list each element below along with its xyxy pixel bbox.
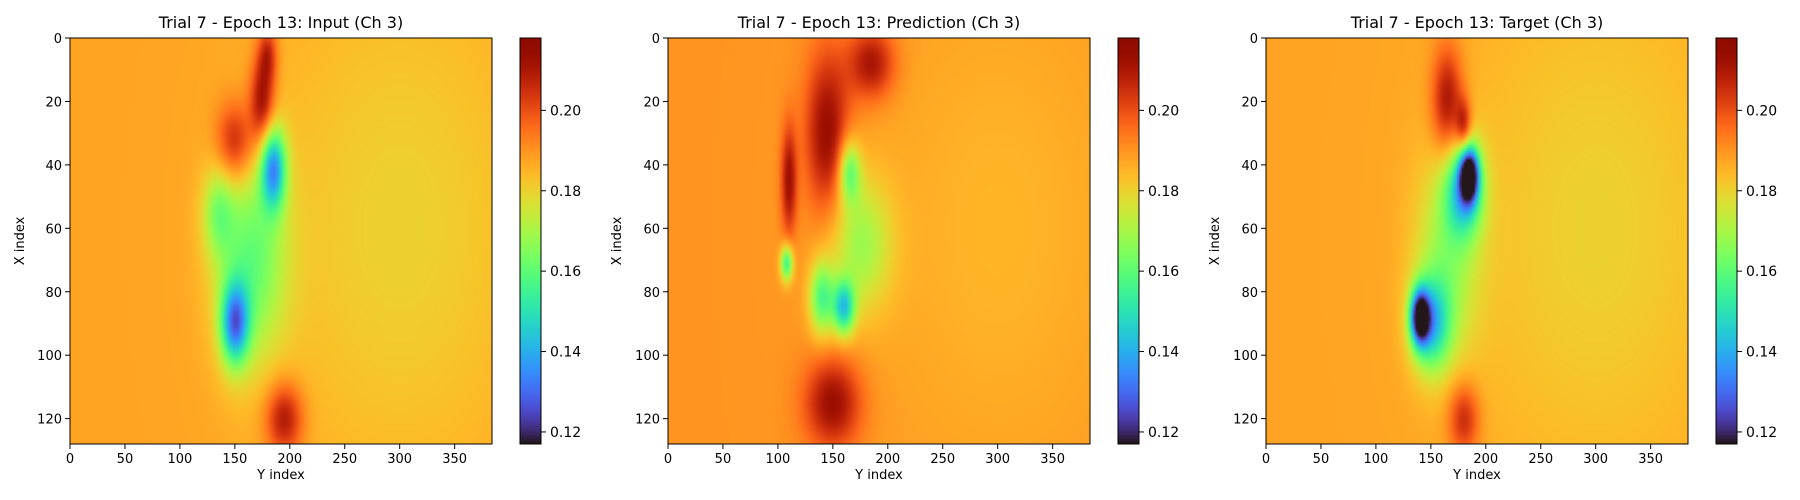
chart-title: Trial 7 - Epoch 13: Prediction (Ch 3) (737, 13, 1020, 32)
x-ticks: 0 50 100 150 200 250 300 350 (664, 444, 1065, 467)
chart-title: Trial 7 - Epoch 13: Target (Ch 3) (1350, 13, 1603, 32)
plot-frame (1265, 37, 1689, 445)
y-ticks: 0 20 40 60 80 100 120 (1233, 32, 1266, 428)
y-tick-label: 80 (45, 286, 62, 301)
x-tick-label: 100 (765, 452, 790, 467)
colorbar-tick-label: 0.18 (1148, 184, 1179, 200)
y-tick-label: 100 (635, 349, 660, 364)
x-tick-label: 350 (442, 452, 467, 467)
colorbar-tick-label: 0.12 (1746, 425, 1777, 441)
x-tick-label: 300 (985, 452, 1010, 467)
panel-prediction: Trial 7 - Epoch 13: Prediction (Ch 3) 0 5… (610, 13, 1179, 483)
x-axis-label: Y index (854, 468, 903, 483)
y-tick-label: 120 (635, 413, 660, 428)
panel-target: Trial 7 - Epoch 13: Target (Ch 3) 0 50 100… (1208, 13, 1777, 483)
y-tick-label: 80 (1241, 286, 1258, 301)
colorbar-image (1118, 38, 1139, 444)
colorbar-ticks: 0.12 0.14 0.16 0.18 0.20 (1139, 103, 1179, 441)
colorbar-tick-label: 0.16 (1148, 264, 1179, 280)
colorbar-frame (519, 37, 542, 445)
colorbar-frame (1715, 37, 1738, 445)
colorbar-tick-label: 0.14 (1148, 345, 1179, 361)
plot-frame (667, 37, 1091, 445)
y-axis-label: X index (13, 216, 28, 265)
y-tick-label: 120 (1233, 413, 1258, 428)
y-tick-label: 0 (1250, 32, 1258, 47)
x-tick-label: 300 (1583, 452, 1608, 467)
colorbar-tick-label: 0.20 (1746, 103, 1777, 119)
x-tick-label: 0 (1262, 452, 1270, 467)
x-tick-label: 200 (277, 452, 302, 467)
plot-frame (69, 37, 493, 445)
x-tick-label: 350 (1638, 452, 1663, 467)
colorbar-ticks: 0.12 0.14 0.16 0.18 0.20 (541, 103, 581, 441)
colorbar-image (1716, 38, 1737, 444)
y-tick-label: 0 (652, 32, 660, 47)
colorbar-tick-label: 0.12 (550, 425, 581, 441)
x-tick-label: 100 (1363, 452, 1388, 467)
y-tick-label: 40 (45, 159, 62, 174)
x-tick-label: 50 (117, 452, 134, 467)
colorbar-tick-label: 0.14 (550, 345, 581, 361)
y-tick-label: 40 (1241, 159, 1258, 174)
y-tick-label: 60 (643, 222, 660, 237)
colorbar-ticks: 0.12 0.14 0.16 0.18 0.20 (1737, 103, 1777, 441)
x-axis-label: Y index (256, 468, 305, 483)
x-tick-label: 250 (930, 452, 955, 467)
y-tick-label: 0 (54, 32, 62, 47)
x-axis-label: Y index (1452, 468, 1501, 483)
x-tick-label: 50 (715, 452, 732, 467)
y-tick-label: 60 (1241, 222, 1258, 237)
colorbar-tick-label: 0.14 (1746, 345, 1777, 361)
colorbar-tick-label: 0.20 (550, 103, 581, 119)
y-tick-label: 20 (643, 95, 660, 110)
y-ticks: 0 20 40 60 80 100 120 (37, 32, 70, 428)
x-tick-label: 300 (387, 452, 412, 467)
y-tick-label: 20 (1241, 95, 1258, 110)
x-tick-label: 150 (222, 452, 247, 467)
colorbar-tick-label: 0.18 (1746, 184, 1777, 200)
heatmap-image (668, 38, 1090, 444)
x-tick-label: 250 (1528, 452, 1553, 467)
y-tick-label: 60 (45, 222, 62, 237)
y-ticks: 0 20 40 60 80 100 120 (635, 32, 668, 428)
y-axis-label: X index (1208, 216, 1223, 265)
heatmap-image (1266, 38, 1688, 444)
y-tick-label: 100 (1233, 349, 1258, 364)
x-tick-label: 100 (167, 452, 192, 467)
heatmap-image (70, 38, 492, 444)
y-tick-label: 20 (45, 95, 62, 110)
y-tick-label: 120 (37, 413, 62, 428)
y-axis-label: X index (610, 216, 625, 265)
colorbar-tick-label: 0.20 (1148, 103, 1179, 119)
x-tick-label: 150 (820, 452, 845, 467)
x-tick-label: 250 (332, 452, 357, 467)
x-ticks: 0 50 100 150 200 250 300 350 (66, 444, 467, 467)
x-tick-label: 350 (1040, 452, 1065, 467)
x-tick-label: 150 (1418, 452, 1443, 467)
colorbar-frame (1117, 37, 1140, 445)
x-tick-label: 0 (66, 452, 74, 467)
chart-title: Trial 7 - Epoch 13: Input (Ch 3) (158, 13, 403, 32)
x-tick-label: 200 (1473, 452, 1498, 467)
panel-input: Trial 7 - Epoch 13: Input (Ch 3) 0 50 100 1… (13, 13, 581, 483)
x-tick-label: 50 (1313, 452, 1330, 467)
y-tick-label: 100 (37, 349, 62, 364)
colorbar-tick-label: 0.16 (550, 264, 581, 280)
colorbar-tick-label: 0.12 (1148, 425, 1179, 441)
colorbar-image (520, 38, 541, 444)
x-tick-label: 200 (875, 452, 900, 467)
y-tick-label: 80 (643, 286, 660, 301)
colorbar-tick-label: 0.16 (1746, 264, 1777, 280)
x-tick-label: 0 (664, 452, 672, 467)
y-tick-label: 40 (643, 159, 660, 174)
colorbar-tick-label: 0.18 (550, 184, 581, 200)
x-ticks: 0 50 100 150 200 250 300 350 (1262, 444, 1663, 467)
